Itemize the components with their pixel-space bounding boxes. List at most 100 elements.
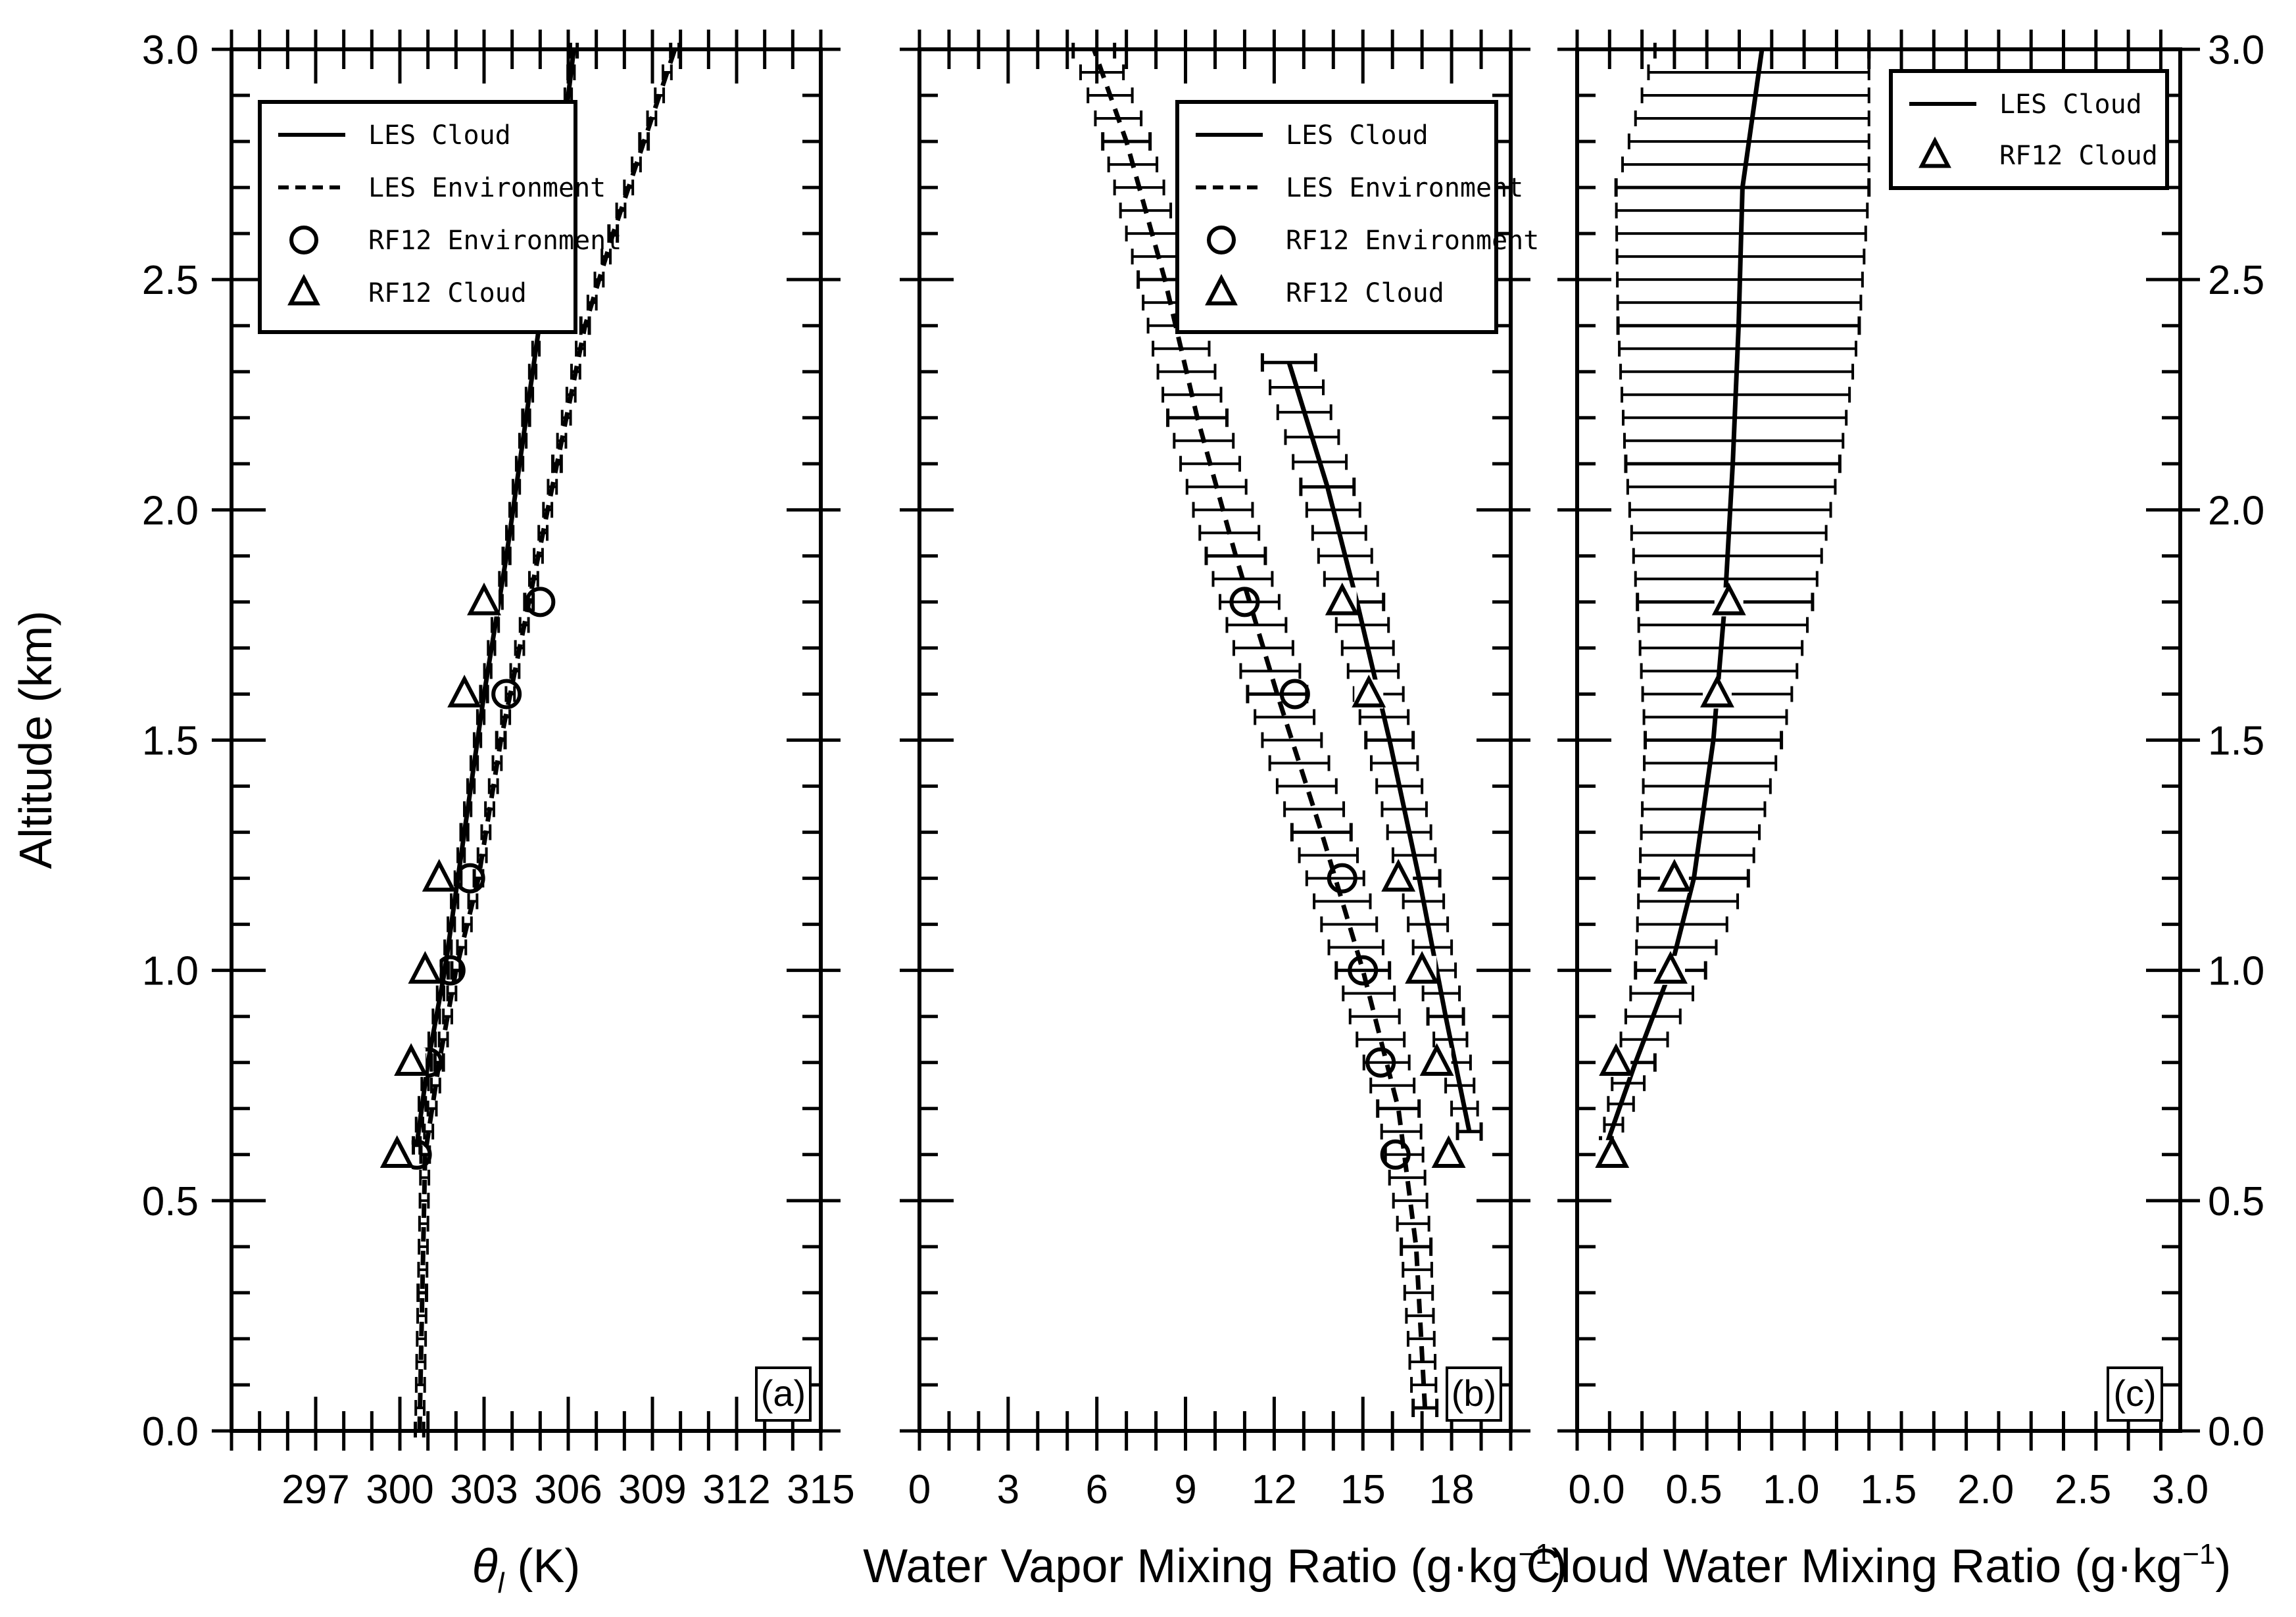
rf12-cloud-point <box>1431 1135 1466 1169</box>
rf12-environment-point <box>1229 587 1260 617</box>
y-tick-label-left: 1.0 <box>142 949 199 994</box>
x-axis-label-main: Cloud Water Mixing Ratio (g·kg <box>1527 1540 2183 1593</box>
rf12-cloud-point <box>1419 1043 1454 1076</box>
x-tick-label: 18 <box>1429 1467 1475 1512</box>
y-axis-label: Altitude (km) <box>10 611 61 869</box>
legend-label: LES Cloud <box>1999 89 2142 120</box>
x-tick-label: 3.0 <box>2152 1467 2209 1512</box>
rf12-cloud-point <box>1653 951 1688 984</box>
rf12-cloud-point <box>422 859 456 892</box>
x-axis-label-unit: (K) <box>504 1540 580 1593</box>
rf12-cloud-point <box>394 1043 429 1076</box>
rf12-cloud-point <box>1599 1043 1634 1076</box>
legend-label: LES Cloud <box>368 120 511 151</box>
x-axis-label: Cloud Water Mixing Ratio (g·kg−1) <box>1527 1538 2232 1593</box>
panel-label-box <box>2107 1366 2163 1422</box>
panel-b: 0 3 6 9 12 15 18 Water Vapor Mixing Ratio (g·kg… <box>863 30 1567 1593</box>
x-axis-label: Water Vapor Mixing Ratio (g·kg−1) <box>863 1538 1567 1593</box>
x-axis-label-unit: ) <box>1551 1540 1567 1593</box>
x-tick-label: 15 <box>1340 1467 1386 1512</box>
rf12-environment-point <box>525 587 556 617</box>
rf12-cloud-point <box>1325 582 1359 615</box>
x-tick-label: 306 <box>534 1467 602 1512</box>
y-tick-label-right: 2.0 <box>2208 488 2264 533</box>
panel-label: (b) <box>1452 1372 1496 1414</box>
x-tick-label: 6 <box>1085 1467 1108 1512</box>
x-axis-label-sup: −1 <box>2182 1538 2215 1570</box>
rf12-cloud-point <box>1405 951 1440 984</box>
x-tick-label: 300 <box>366 1467 433 1512</box>
y-tick-label-left: 2.5 <box>142 258 199 303</box>
legend-label: RF12 Cloud <box>1286 278 1444 308</box>
data-layer <box>1595 43 1871 1169</box>
rf12-cloud-point <box>1711 582 1746 615</box>
x-tick-label: 309 <box>618 1467 686 1512</box>
x-tick-label: 0 <box>908 1467 931 1512</box>
x-axis-label-main: Water Vapor Mixing Ratio (g·kg <box>863 1540 1518 1593</box>
rf12-cloud-point <box>1595 1135 1630 1169</box>
y-axis-title: Altitude (km) <box>10 611 61 869</box>
panel-c: 0.0 0.5 1.0 1.5 2.0 2.5 3.0 0.0 0.5 1.0 1.5 2.0 2.5 3… <box>1527 28 2265 1593</box>
panel-label-box <box>755 1366 812 1422</box>
panel-label: (a) <box>761 1372 806 1414</box>
rf12-cloud-point <box>447 674 482 708</box>
legend-box <box>1889 69 2169 190</box>
y-tick-label-left: 3.0 <box>142 28 199 73</box>
x-tick-label: 1.5 <box>1860 1467 1917 1512</box>
legend-label: RF12 Environment <box>368 226 622 256</box>
x-tick-label: 312 <box>702 1467 770 1512</box>
x-tick-label: 9 <box>1174 1467 1196 1512</box>
x-tick-label: 303 <box>450 1467 518 1512</box>
rf12-cloud-point <box>408 951 443 984</box>
rf12-cloud-point <box>1352 674 1386 708</box>
legend-label: LES Environment <box>1286 173 1523 203</box>
x-axis-label-sup: −1 <box>1519 1538 1551 1570</box>
rf12-environment-point <box>1327 863 1357 894</box>
legend-marker-circle <box>289 226 318 254</box>
rf12-environment-point <box>1380 1139 1411 1170</box>
x-axis-label-main: θ <box>472 1540 498 1593</box>
rf12-cloud-point <box>379 1135 414 1169</box>
rf12-environment-point <box>1279 679 1310 710</box>
les-cloud-line <box>1286 362 1472 1132</box>
rf12-cloud-point <box>1700 674 1734 708</box>
x-axis-label-sub: l <box>498 1567 505 1599</box>
rf12-environment-point <box>1348 955 1379 986</box>
x-tick-label: 297 <box>281 1467 349 1512</box>
y-tick-label-right: 2.5 <box>2208 258 2264 303</box>
legend-marker-triangle <box>1205 274 1238 306</box>
panel-label-box <box>1446 1366 1502 1422</box>
les-cloud-line <box>1604 49 1765 1146</box>
legend-label: LES Environment <box>368 173 606 203</box>
x-tick-label: 3 <box>997 1467 1019 1512</box>
y-tick-label-left: 0.0 <box>142 1409 199 1455</box>
rf12-cloud-point <box>467 582 501 615</box>
y-tick-label-right: 0.0 <box>2208 1409 2264 1455</box>
x-tick-label: 0.5 <box>1665 1467 1722 1512</box>
rf12-cloud-point <box>1381 859 1416 892</box>
rf12-environment-point <box>1365 1047 1396 1078</box>
legend: LES Cloud LES Environment RF12 Environment… <box>258 100 622 334</box>
x-tick-label: 2.5 <box>2055 1467 2111 1512</box>
legend-label: RF12 Cloud <box>1999 141 2158 171</box>
panel-label: (c) <box>2113 1372 2156 1414</box>
x-tick-label: 1.0 <box>1763 1467 1819 1512</box>
legend-marker-triangle <box>287 274 320 306</box>
y-tick-label-right: 3.0 <box>2208 28 2264 73</box>
legend: LES Cloud LES Environment RF12 Environment… <box>1175 100 1539 334</box>
legend-label: RF12 Environment <box>1286 226 1539 256</box>
x-axis-label-unit: ) <box>2215 1540 2231 1593</box>
panel-a: 0.0 0.5 1.0 1.5 2.0 2.5 3.0 297 300 303 306 309 312 3… <box>142 28 855 1599</box>
rf12-environment-point <box>491 679 522 710</box>
legend: LES Cloud RF12 Cloud <box>1889 69 2169 190</box>
y-tick-label-right: 0.5 <box>2208 1179 2264 1224</box>
y-tick-label-left: 2.0 <box>142 488 199 533</box>
x-tick-label: 0.0 <box>1568 1467 1624 1512</box>
y-tick-label-right: 1.5 <box>2208 719 2264 764</box>
legend-label: RF12 Cloud <box>368 278 527 308</box>
les-environment-line <box>417 48 677 1432</box>
x-tick-label: 12 <box>1252 1467 1297 1512</box>
rf12-environment-point <box>454 863 485 894</box>
y-tick-label-left: 0.5 <box>142 1179 199 1224</box>
